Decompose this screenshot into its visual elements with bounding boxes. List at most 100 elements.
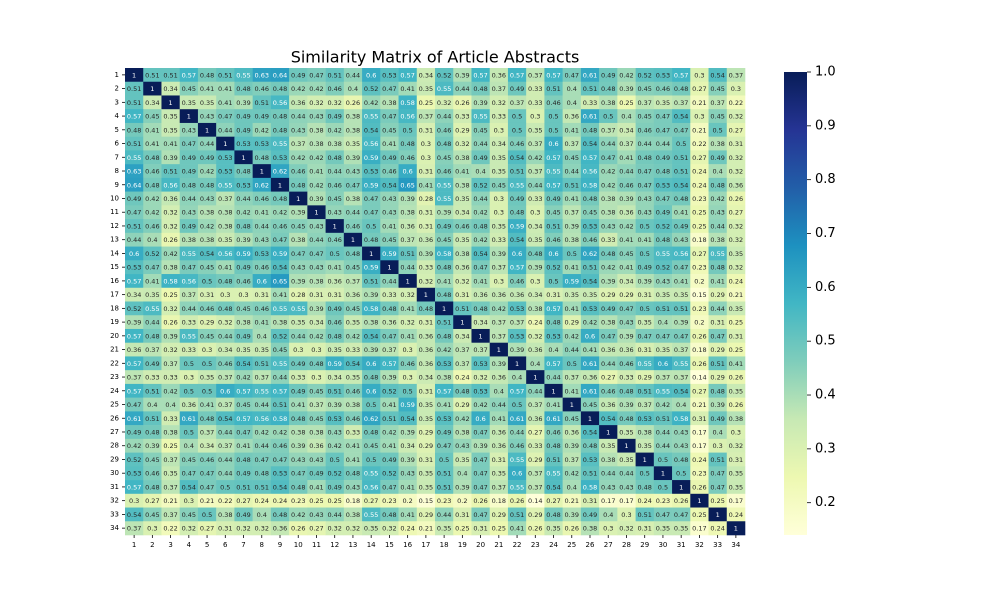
cell-label: 0.4: [257, 511, 267, 519]
heatmap-cell: [125, 177, 144, 192]
cell-label: 0.51: [437, 470, 451, 478]
cell-label: 0.52: [437, 71, 451, 79]
heatmap-cell: [580, 205, 600, 220]
heatmap-cell: [690, 466, 709, 481]
cell-label: 0.55: [637, 360, 651, 368]
heatmap-cell: [599, 287, 618, 302]
heatmap-cell: [289, 438, 308, 453]
heatmap-cell: [526, 466, 545, 481]
cell-label: 0.63: [127, 168, 141, 176]
cell-label: 0.35: [455, 236, 469, 244]
cell-label: 0.52: [273, 332, 287, 340]
cell-label: 0.31: [218, 525, 232, 533]
heatmap-cell: [617, 232, 636, 247]
cell-label: 0.37: [218, 195, 232, 203]
y-tick-label: 28: [110, 442, 119, 450]
cell-label: 0.35: [236, 346, 250, 354]
heatmap-cell: [599, 136, 618, 151]
cell-label: 0.37: [218, 442, 232, 450]
cell-label: 0.33: [145, 374, 159, 382]
heatmap-cell: [289, 109, 308, 124]
cell-label: 0.42: [565, 332, 579, 340]
heatmap-cell: [252, 95, 272, 110]
cell-label: 0.47: [619, 305, 633, 313]
cell-label: 0.47: [218, 113, 232, 121]
cell-label: 0.46: [327, 236, 341, 244]
cell-label: 0.47: [601, 332, 615, 340]
heatmap-cell: [161, 315, 181, 330]
cell-label: 0.4: [457, 470, 467, 478]
heatmap-cell: [653, 370, 673, 385]
x-tick-label: 17: [421, 541, 430, 549]
heatmap-cell: [270, 150, 290, 165]
heatmap-cell: [216, 260, 235, 275]
cell-label: 0.48: [656, 168, 670, 176]
heatmap-cell: [435, 177, 454, 192]
cell-label: 0.25: [619, 99, 633, 107]
heatmap-cell: [380, 411, 399, 426]
cell-label: 0.49: [674, 222, 688, 230]
cell-label: 0.36: [346, 291, 360, 299]
cell-label: 0.43: [291, 456, 305, 464]
heatmap-cell: [690, 246, 709, 261]
heatmap-cell: [398, 383, 418, 398]
cell-label: 0.5: [366, 222, 376, 230]
cell-label: 0.42: [601, 181, 615, 189]
heatmap-cell: [617, 177, 636, 192]
cell-label: 0.48: [200, 181, 214, 189]
heatmap-cell: [343, 205, 363, 220]
heatmap-cell: [507, 411, 527, 426]
cell-label: 0.43: [382, 195, 396, 203]
heatmap-cell: [270, 246, 290, 261]
heatmap-cell: [179, 205, 199, 220]
heatmap-cell: [234, 397, 253, 412]
y-tick-label: 22: [110, 359, 119, 367]
heatmap-cell: [690, 342, 709, 357]
heatmap-cell: [453, 122, 472, 137]
heatmap-cell: [562, 287, 582, 302]
heatmap-cell: [307, 177, 326, 192]
cell-label: 0.32: [455, 277, 469, 285]
cell-label: 0.48: [473, 85, 487, 93]
cell-label: 0.44: [236, 195, 250, 203]
cell-label: 0.38: [309, 277, 323, 285]
cell-label: 0.23: [656, 497, 670, 505]
heatmap-cell: [380, 521, 399, 536]
cell-label: 0.38: [327, 140, 341, 148]
cell-label: 0.37: [528, 71, 542, 79]
cell-label: 0.32: [163, 346, 177, 354]
cell-label: 0.29: [455, 401, 469, 409]
heatmap-cell: [289, 177, 308, 192]
heatmap-cell: [289, 136, 308, 151]
y-tick-label: 9: [115, 181, 119, 189]
heatmap-cell: [653, 301, 673, 316]
cell-label: 0.34: [145, 99, 159, 107]
heatmap-cell: [544, 356, 563, 371]
heatmap-cell: [471, 260, 491, 275]
heatmap-cell: [507, 191, 527, 206]
cell-label: 0.27: [309, 525, 323, 533]
heatmap-cell: [179, 315, 199, 330]
cell-label: 0.61: [127, 415, 141, 423]
cell-label: 0.3: [712, 442, 722, 450]
cell-label: 0.37: [528, 140, 542, 148]
heatmap-cell: [307, 438, 326, 453]
cell-label: 0.48: [437, 291, 451, 299]
cell-label: 0.23: [692, 470, 706, 478]
cell-label: 0.54: [674, 387, 688, 395]
heatmap-cell: [471, 109, 491, 124]
heatmap-cell: [234, 342, 253, 357]
heatmap-cell: [125, 136, 144, 151]
cell-label: 0.24: [455, 374, 469, 382]
cell-label: 0.57: [546, 360, 560, 368]
cell-label: 0.41: [565, 387, 579, 395]
heatmap-cell: [125, 466, 144, 481]
heatmap-cell: [435, 205, 454, 220]
heatmap-cell: [526, 246, 545, 261]
cell-label: 0.45: [273, 346, 287, 354]
heatmap-cell: [216, 177, 235, 192]
heatmap-cell: [435, 246, 454, 261]
heatmap-cell: [234, 370, 253, 385]
y-tick-label: 6: [115, 140, 120, 148]
cell-label: 0.55: [255, 387, 269, 395]
